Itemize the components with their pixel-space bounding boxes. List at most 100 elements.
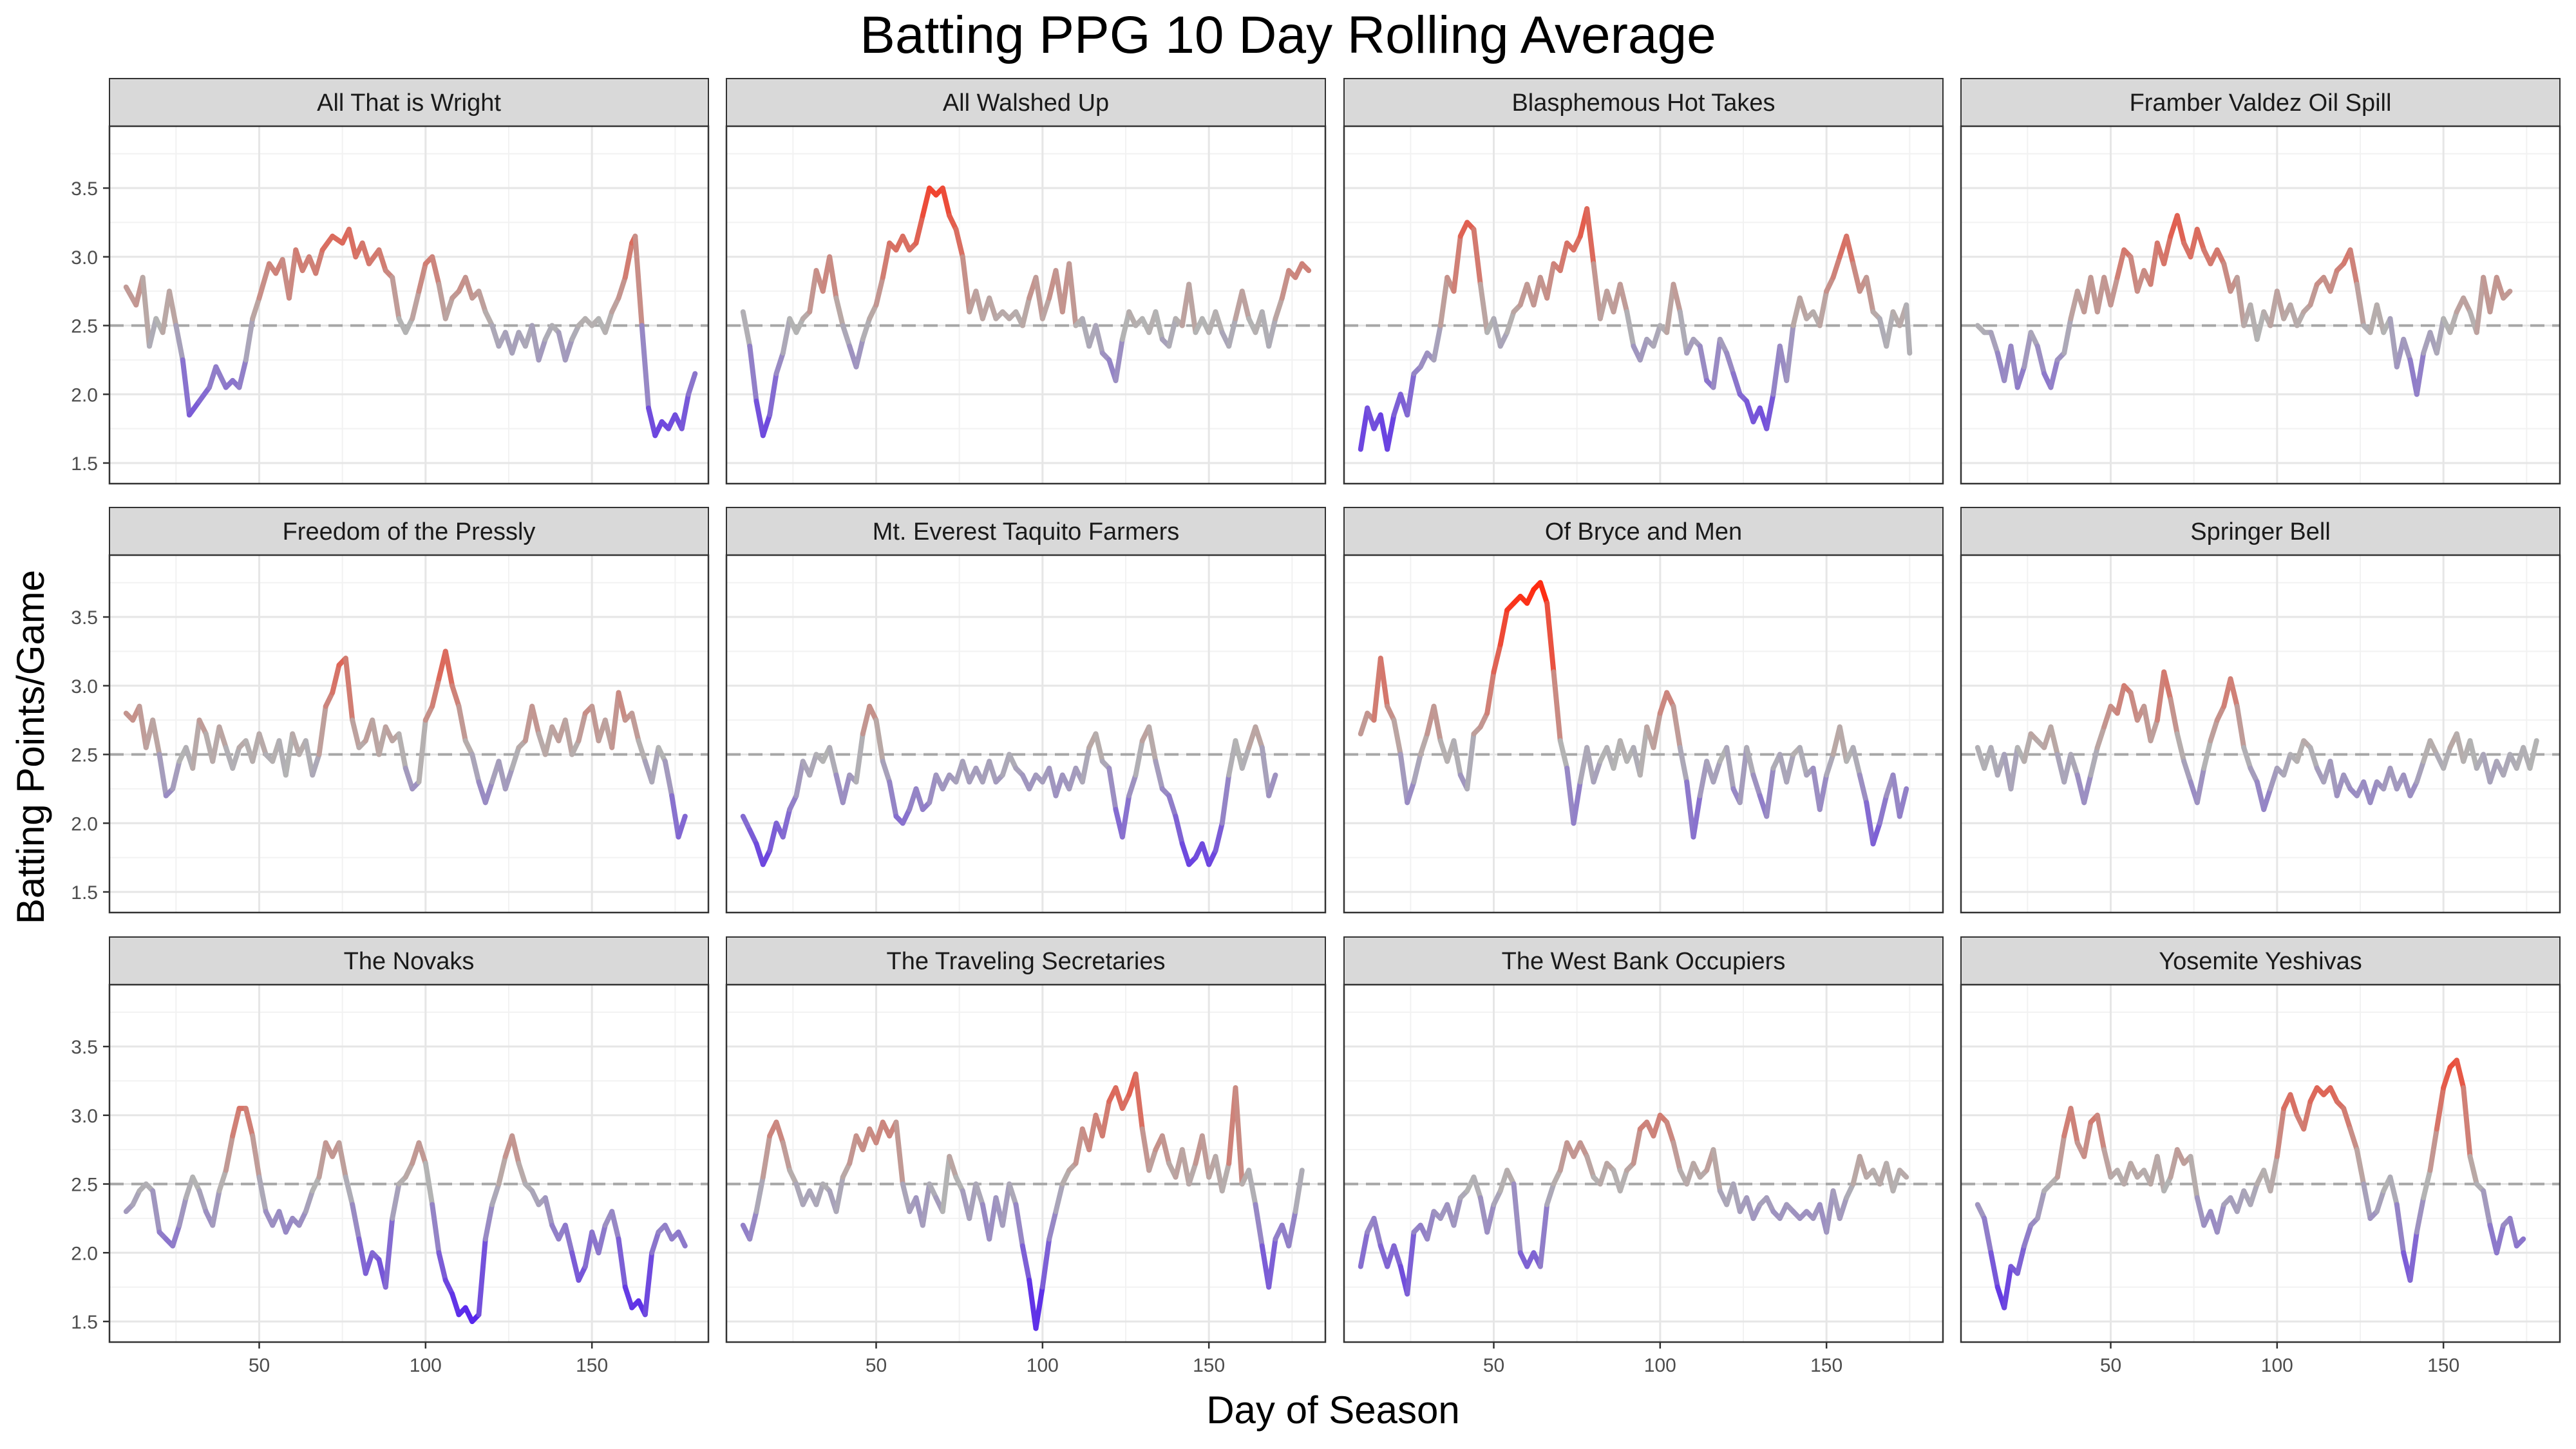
- series-line: [123, 649, 688, 840]
- line-segment: [1411, 752, 1423, 785]
- line-segment: [1697, 343, 1710, 383]
- line-segment: [2161, 669, 2174, 703]
- line-segment: [767, 371, 779, 418]
- line-segment: [1897, 786, 1909, 819]
- line-segment: [1764, 392, 1776, 431]
- line-segment: [1166, 316, 1179, 349]
- facet-strip: [726, 936, 1326, 985]
- line-segment: [2454, 1057, 2467, 1091]
- line-segment: [636, 738, 648, 764]
- line-segment: [450, 683, 462, 709]
- line-segment: [482, 779, 495, 806]
- line-segment: [416, 1140, 428, 1166]
- facet-strip-label: Yosemite Yeshivas: [2159, 948, 2362, 975]
- series-line: [1358, 580, 1909, 847]
- line-segment: [1724, 350, 1736, 377]
- series-line: [123, 1106, 688, 1324]
- line-segment: [1664, 281, 1676, 336]
- line-segment: [629, 710, 641, 744]
- line-segment: [1537, 580, 1550, 606]
- line-segment: [2221, 261, 2233, 294]
- line-segment: [602, 309, 615, 336]
- line-segment: [356, 1236, 368, 1276]
- facet-panel: Freedom of the Pressly 1.5 2.0 2.5 3.0 3.5: [71, 507, 710, 914]
- line-segment: [2261, 786, 2273, 812]
- line-segment: [747, 343, 759, 404]
- line-segment: [410, 289, 422, 321]
- line-segment: [2141, 703, 2154, 744]
- line-segment: [1877, 793, 1889, 826]
- line-segment: [2174, 213, 2187, 246]
- line-segment: [920, 185, 933, 218]
- facet-panel: Of Bryce and Men: [1343, 507, 1944, 914]
- line-segment: [827, 254, 839, 301]
- line-segment: [807, 268, 819, 315]
- line-segment: [1166, 793, 1179, 819]
- x-tick-label: 100: [1027, 1355, 1059, 1376]
- line-segment: [609, 1209, 621, 1242]
- panel-border: [1960, 125, 2561, 485]
- line-segment: [223, 1133, 236, 1173]
- line-segment: [489, 1181, 502, 1208]
- line-segment: [2234, 274, 2247, 328]
- line-segment: [2427, 1126, 2439, 1173]
- panel-background: [109, 126, 708, 484]
- panel-background: [109, 985, 708, 1342]
- line-segment: [1737, 744, 1750, 806]
- series-line: [740, 185, 1312, 439]
- line-segment: [1119, 793, 1132, 840]
- line-segment: [2154, 1153, 2167, 1194]
- series-line: [1358, 206, 1913, 452]
- x-tick-label: 150: [2427, 1355, 2459, 1376]
- line-segment: [596, 1222, 608, 1256]
- facet-panel: Yosemite Yeshivas 50 100 150: [1960, 936, 2561, 1376]
- line-segment: [840, 323, 853, 349]
- line-segment: [2447, 309, 2459, 336]
- line-segment: [2441, 744, 2453, 771]
- panel-background: [726, 985, 1325, 1342]
- facet-panel: The West Bank Occupiers 50 100 150: [1343, 936, 1944, 1376]
- line-segment: [1266, 316, 1278, 349]
- line-segment: [1153, 759, 1165, 791]
- line-segment: [2174, 731, 2187, 764]
- line-segment: [1179, 841, 1192, 867]
- line-segment: [1226, 316, 1238, 349]
- line-segment: [760, 412, 773, 439]
- facet-strip-label: Springer Bell: [2190, 518, 2331, 545]
- line-segment: [780, 316, 793, 356]
- line-segment: [2108, 274, 2120, 308]
- x-tick-label: 150: [576, 1355, 608, 1376]
- line-segment: [1239, 289, 1252, 321]
- line-segment: [1451, 738, 1463, 778]
- line-segment: [999, 1181, 1012, 1228]
- line-segment: [243, 1106, 256, 1139]
- line-segment: [679, 392, 691, 431]
- line-segment: [1870, 820, 1882, 847]
- line-segment: [529, 703, 542, 737]
- line-segment: [1677, 744, 1690, 785]
- line-segment: [1013, 1202, 1025, 1249]
- line-segment: [987, 1195, 999, 1242]
- line-segment: [1199, 1133, 1212, 1180]
- line-segment: [180, 357, 192, 418]
- line-segment: [2254, 309, 2267, 342]
- line-segment: [2307, 281, 2320, 308]
- line-segment: [2487, 274, 2499, 315]
- line-segment: [442, 649, 455, 688]
- line-segment: [2354, 281, 2367, 328]
- line-segment: [853, 731, 866, 785]
- facet-strip-label: The Novaks: [344, 948, 475, 975]
- line-segment: [569, 1250, 582, 1283]
- line-segment: [1113, 336, 1125, 383]
- line-segment: [213, 364, 229, 390]
- line-segment: [196, 384, 212, 404]
- line-segment: [2401, 336, 2413, 363]
- line-segment: [1286, 1209, 1298, 1249]
- line-segment: [1797, 295, 1810, 321]
- line-segment: [1730, 1181, 1743, 1215]
- line-segment: [1557, 738, 1570, 771]
- line-segment: [1850, 744, 1862, 778]
- line-segment: [516, 1160, 528, 1187]
- line-segment: [1671, 281, 1683, 315]
- line-segment: [1744, 744, 1756, 778]
